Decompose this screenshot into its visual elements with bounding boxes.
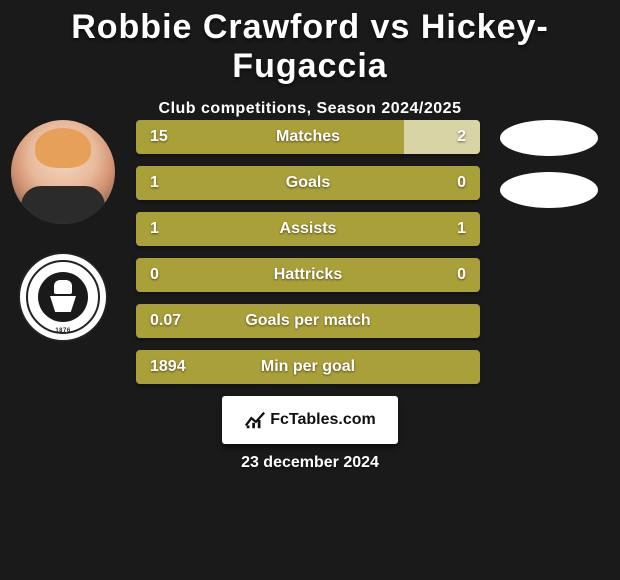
stat-label: Matches [206, 128, 410, 146]
stat-value-left: 1894 [136, 358, 206, 376]
branding-text: FcTables.com [270, 411, 376, 429]
stat-value-left: 1 [136, 220, 206, 238]
stat-value-right: 2 [410, 128, 480, 146]
stat-row: 1Goals0 [136, 166, 480, 200]
chart-icon [244, 409, 266, 431]
player-avatar-placeholder [500, 120, 598, 156]
page-title: Robbie Crawford vs Hickey-Fugaccia [0, 0, 620, 86]
stat-value-left: 15 [136, 128, 206, 146]
stat-value-left: 1 [136, 174, 206, 192]
stat-label: Min per goal [206, 358, 410, 376]
stat-row: 1Assists1 [136, 212, 480, 246]
right-player-column [494, 120, 604, 208]
player-avatar [11, 120, 115, 224]
stat-row: 0.07Goals per match [136, 304, 480, 338]
stat-row: 0Hattricks0 [136, 258, 480, 292]
stat-value-right: 0 [410, 266, 480, 284]
stat-row: 1894Min per goal [136, 350, 480, 384]
club-crest-year: 1876 [20, 328, 106, 334]
generated-date: 23 december 2024 [0, 454, 620, 472]
stat-value-right: 1 [410, 220, 480, 238]
stat-value-left: 0.07 [136, 312, 206, 330]
branding-badge: FcTables.com [222, 396, 398, 444]
club-crest-placeholder [500, 172, 598, 208]
stat-value-left: 0 [136, 266, 206, 284]
stat-row: 15Matches2 [136, 120, 480, 154]
stat-value-right: 0 [410, 174, 480, 192]
stats-table: 15Matches21Goals01Assists10Hattricks00.0… [136, 120, 480, 396]
left-player-column: 1876 [8, 120, 118, 342]
stat-label: Goals [206, 174, 410, 192]
subtitle: Club competitions, Season 2024/2025 [0, 100, 620, 118]
stat-label: Hattricks [206, 266, 410, 284]
stat-label: Goals per match [206, 312, 410, 330]
stat-label: Assists [206, 220, 410, 238]
club-crest: 1876 [18, 252, 108, 342]
